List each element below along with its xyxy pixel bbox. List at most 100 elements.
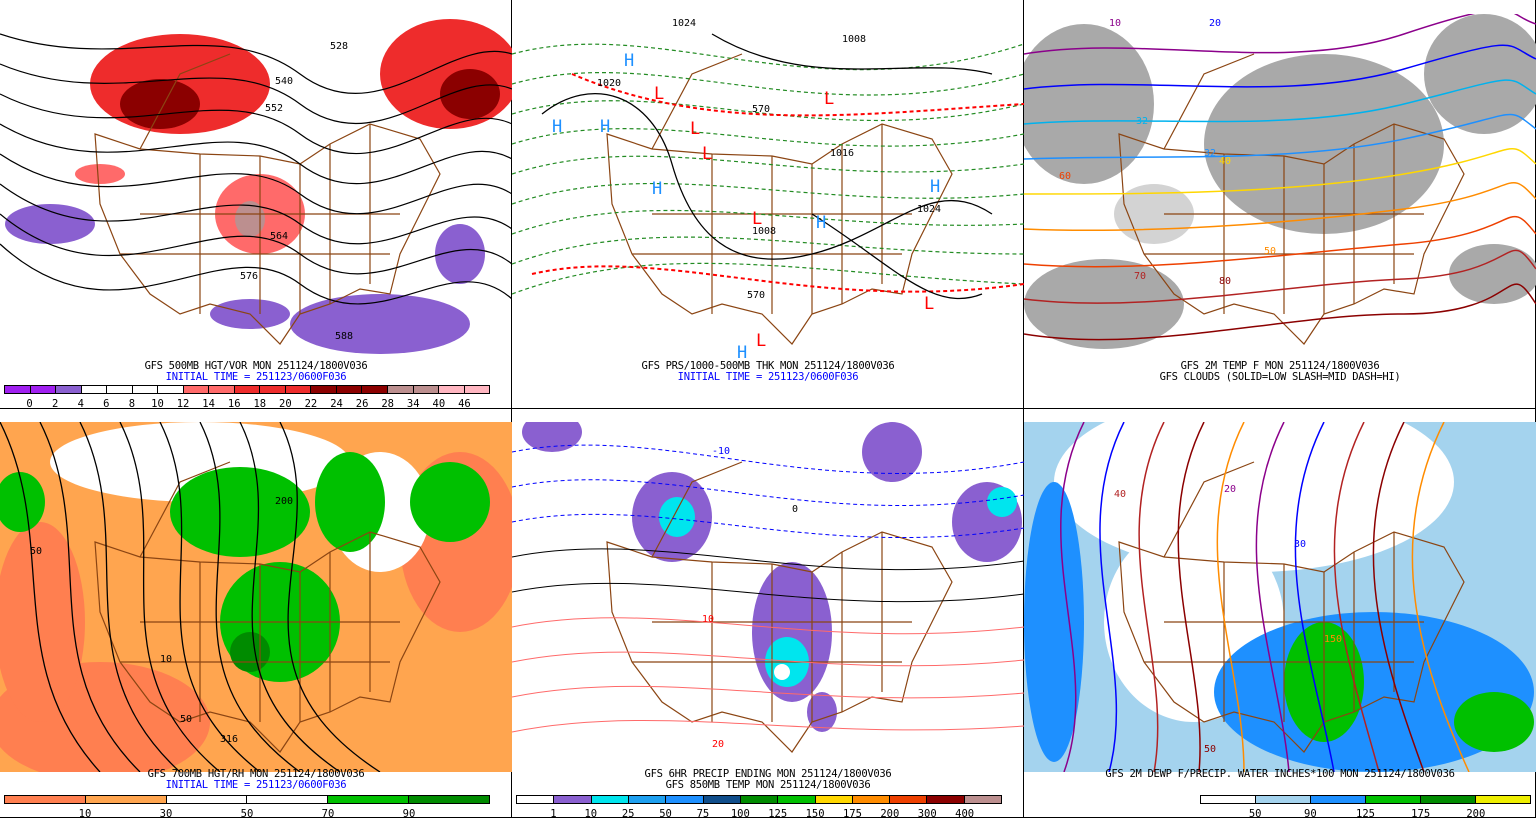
contour-line (1024, 283, 1536, 341)
low-pressure-marker: L (756, 331, 766, 351)
shaded-area (659, 497, 695, 537)
weather-map: 50 10 50 200 316 (0, 422, 512, 772)
contour-line (1024, 181, 1536, 232)
colorbar-swatch (107, 386, 133, 393)
contour-line (1024, 147, 1536, 195)
weather-map: -10 0 10 20 (512, 422, 1024, 753)
contour-line (0, 93, 512, 155)
colorbar-swatch (132, 386, 159, 393)
colorbar-label: 28 (381, 398, 394, 410)
shaded-area (435, 224, 485, 284)
contour-line (1024, 44, 1536, 90)
contour-label: 570 (752, 104, 770, 115)
contour-label: 1008 (842, 34, 866, 45)
contour-line (1177, 422, 1205, 772)
shaded-area (1424, 14, 1536, 134)
colorbar-swatch (666, 796, 704, 803)
map-borders (1118, 461, 1465, 753)
contour-line (1372, 422, 1425, 772)
colorbar-swatch (554, 796, 592, 803)
colorbar-label: 75 (696, 808, 710, 820)
map-borders (1118, 53, 1465, 345)
colorbar-swatch (852, 796, 891, 803)
colorbar-swatch (81, 386, 108, 393)
colorbar-label: 90 (402, 808, 416, 820)
colorbar-swatch (927, 796, 965, 803)
colorbar-label: 50 (240, 808, 254, 820)
contour-label: 10 (160, 654, 172, 665)
contour-line (79, 422, 181, 772)
colorbar-swatch (1201, 796, 1256, 803)
colorbar-label: 175 (1411, 808, 1431, 820)
initial-time: INITIAL TIME = 251123/0600F036 (165, 779, 347, 791)
contour-line (1294, 422, 1335, 772)
contour-line (279, 422, 381, 772)
contour-line (512, 43, 1024, 71)
low-pressure-marker: L (690, 119, 700, 139)
map-caption: GFS PRS/1000-500MB THK MON 251124/1800V0… (641, 360, 895, 372)
shaded-area (987, 487, 1017, 517)
map-borders (606, 53, 953, 345)
high-pressure-marker: H (737, 343, 747, 363)
contour-label: 200 (275, 496, 293, 507)
shaded-area (1024, 24, 1154, 184)
colorbar-label: 40 (432, 398, 446, 410)
colorbar-label: 150 (805, 808, 825, 820)
colorbar-label: 10 (78, 808, 92, 820)
colorbar-swatch (778, 796, 816, 803)
contour-line (512, 720, 1024, 733)
high-pressure-marker: H (624, 51, 634, 71)
contour-line (1024, 215, 1536, 268)
contour-line (512, 651, 1024, 667)
high-pressure-marker: H (816, 213, 826, 233)
colorbar-label: 70 (321, 808, 335, 820)
contour-label: 1016 (830, 148, 854, 159)
contour-label: 20 (1224, 484, 1236, 495)
contour-label: 80 (1219, 276, 1231, 287)
contour-label: 20 (1209, 18, 1221, 29)
colorbar-swatch (815, 796, 853, 803)
map-caption: GFS 2M DEWP F/PRECIP. WATER INCHES*100 M… (1105, 768, 1455, 780)
map-caption: GFS 500MB HGT/VOR MON 251124/1800V036 (144, 360, 368, 372)
contour-line (1333, 422, 1380, 772)
colorbar-label: 90 (1304, 808, 1317, 820)
colorbar-swatch (5, 796, 86, 803)
contour-line (159, 422, 261, 772)
colorbar-swatch (209, 386, 235, 393)
colorbar-swatch (409, 796, 489, 803)
colorbar-swatch (1366, 796, 1421, 803)
colorbar-swatch (260, 386, 286, 393)
contour-line (1024, 79, 1536, 125)
shaded-area (1024, 482, 1084, 762)
contour-line (1024, 14, 1536, 55)
high-pressure-marker: H (652, 179, 662, 199)
weather-map: 20 30 40 50 150 (1024, 422, 1536, 772)
colorbar-label: 50 (1248, 808, 1262, 820)
colorbar-label: 16 (227, 398, 241, 410)
colorbar (516, 795, 1002, 804)
contour-line (1411, 422, 1470, 772)
map-panel-p4: 50 10 50 200 316 GFS 700MB HGT/RH MON 251124/… (0, 409, 512, 820)
colorbar-swatch (387, 386, 414, 393)
map-panel-p6: 20 30 40 50 150 GFS 2M DEWP F/PRECIP. WATER I… (1024, 409, 1536, 820)
contour-line (512, 262, 1024, 295)
colorbar-label: 12 (176, 398, 190, 410)
contour-label: 588 (335, 331, 353, 342)
contour-line (1138, 422, 1165, 772)
colorbar-swatch (85, 796, 167, 803)
low-pressure-marker: L (824, 89, 834, 109)
contour-line (0, 153, 512, 215)
colorbar-label: 1 (550, 808, 557, 820)
colorbar-swatch (413, 386, 440, 393)
contour-label: 50 (1204, 744, 1216, 755)
map-panel-p3: 10 20 32 32 40 50 60 70 80 GFS 2M TEMP F MON 2511… (1024, 0, 1536, 409)
colorbar-swatch (166, 796, 248, 803)
colorbar-label: 26 (355, 398, 369, 410)
contour-line (0, 183, 512, 245)
colorbar-label: 20 (279, 398, 292, 410)
contour-line (512, 155, 1024, 175)
colorbar-label: 6 (103, 398, 110, 410)
contour-label: 50 (180, 714, 192, 725)
map-borders (94, 53, 441, 345)
shaded-area (0, 472, 45, 532)
